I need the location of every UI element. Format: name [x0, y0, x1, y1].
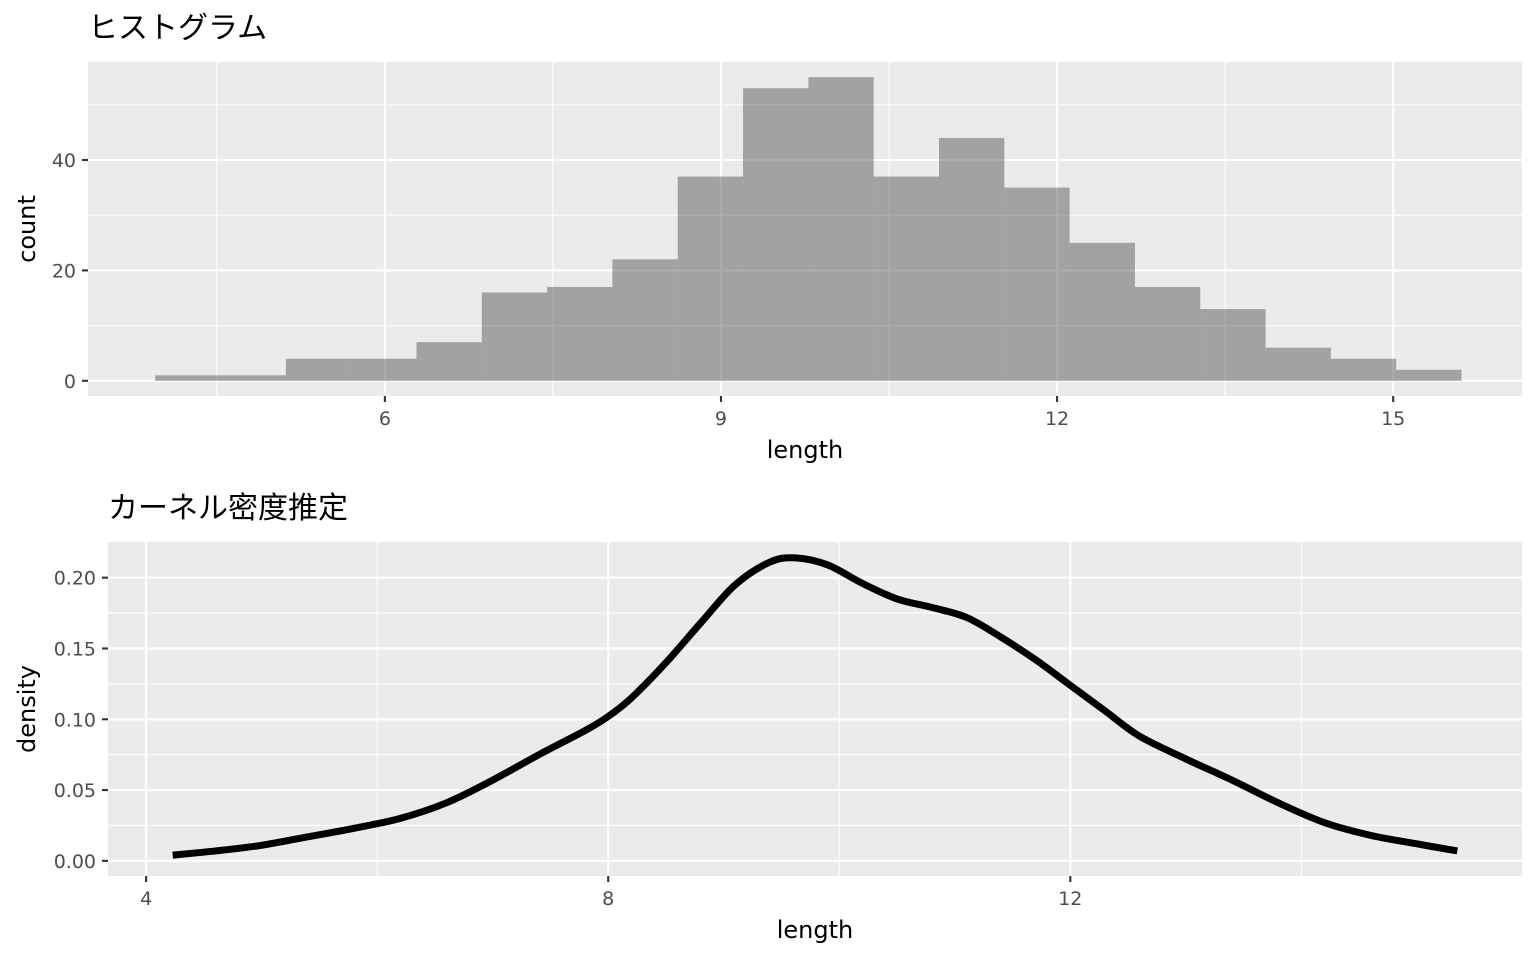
histogram-bar	[873, 176, 939, 381]
histogram-bar	[938, 137, 1005, 381]
density-panel	[108, 542, 1522, 876]
histogram-x-axis-title: length	[767, 436, 844, 464]
histogram-bar	[416, 342, 482, 381]
density-x-axis-title: length	[777, 916, 854, 944]
density-x-tick-label: 12	[1058, 888, 1082, 910]
histogram-x-tick-label: 9	[715, 408, 727, 430]
histogram-bar	[1134, 286, 1201, 381]
histogram-title: ヒストグラム	[88, 11, 267, 46]
density-chart: カーネル密度推定 4 8 12 0.00 0.05 0.10 0.15 0.20 length…	[13, 491, 1522, 944]
histogram-x-tick-label: 12	[1045, 408, 1069, 430]
histogram-y-tick-label: 20	[52, 260, 76, 282]
histogram-chart: ヒストグラム 6 9 12 15 0 20 40 length count	[13, 11, 1522, 464]
histogram-bar	[1004, 187, 1070, 381]
histogram-bar	[1396, 369, 1462, 381]
histogram-axes: 6 9 12 15 0 20 40	[52, 150, 1405, 430]
histogram-bar	[1200, 309, 1266, 381]
histogram-bar	[1069, 242, 1135, 381]
density-y-axis-title: density	[13, 665, 41, 753]
density-x-tick-label: 4	[140, 888, 152, 910]
histogram-bar	[1265, 347, 1331, 381]
density-y-tick-label: 0.10	[54, 709, 96, 731]
density-gridlines	[108, 542, 1522, 876]
histogram-bar	[481, 292, 548, 381]
histogram-bar	[677, 176, 744, 381]
histogram-bar	[351, 358, 417, 381]
histogram-x-tick-label: 6	[379, 408, 391, 430]
histogram-x-tick-label: 15	[1381, 408, 1405, 430]
density-x-tick-label: 8	[602, 888, 614, 910]
histogram-bar	[1330, 358, 1397, 381]
density-title: カーネル密度推定	[108, 491, 348, 526]
histogram-bar	[808, 77, 874, 381]
histogram-bars	[155, 77, 1462, 381]
density-y-tick-label: 0.00	[54, 851, 96, 873]
density-y-tick-label: 0.05	[54, 780, 96, 802]
histogram-y-tick-label: 0	[64, 371, 76, 393]
histogram-y-tick-label: 40	[52, 150, 76, 172]
histogram-bar	[743, 88, 809, 381]
histogram-bar	[220, 375, 286, 381]
density-axes: 4 8 12 0.00 0.05 0.10 0.15 0.20	[54, 568, 1083, 910]
histogram-bar	[612, 259, 678, 381]
histogram-y-axis-title: count	[13, 195, 41, 263]
histogram-bar	[547, 286, 613, 381]
density-curve	[172, 554, 1458, 859]
density-y-tick-label: 0.15	[54, 638, 96, 660]
histogram-bar	[155, 375, 221, 381]
density-y-tick-label: 0.20	[54, 568, 96, 590]
histogram-bar	[285, 358, 352, 381]
